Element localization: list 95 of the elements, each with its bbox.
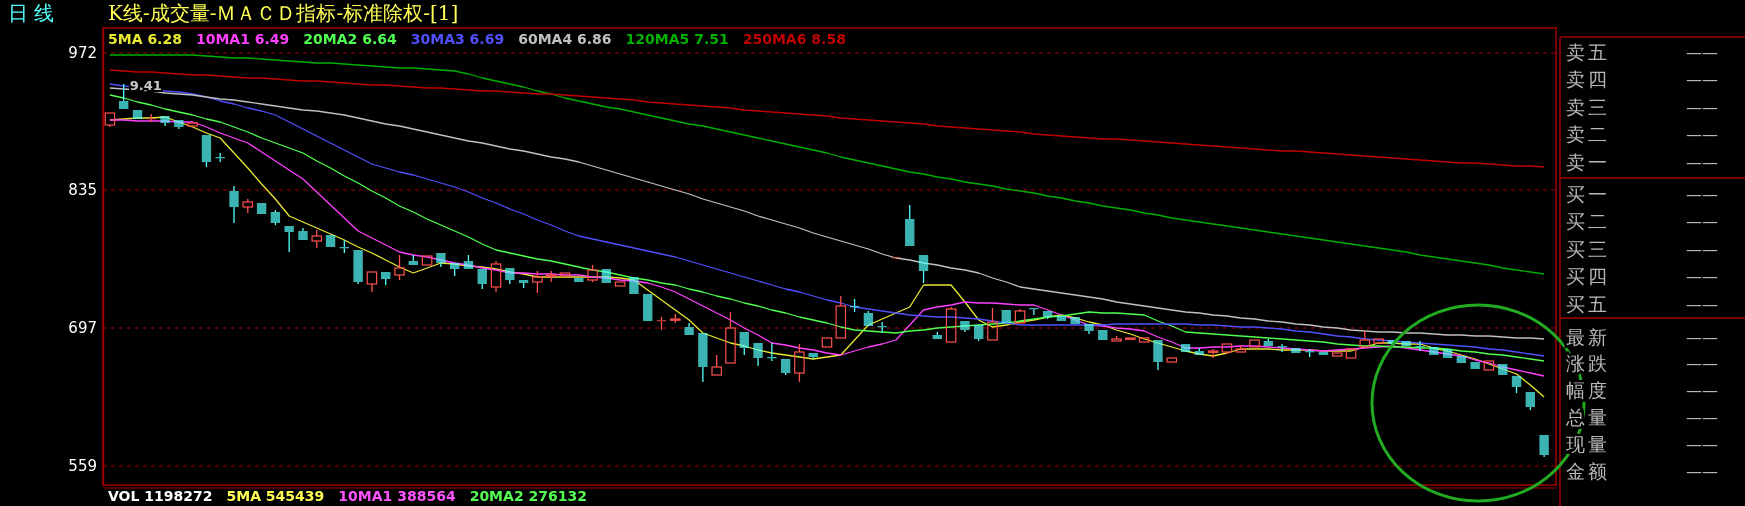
- candlestick: [684, 322, 694, 335]
- text: 买五: [1566, 292, 1610, 315]
- candlestick: [421, 255, 433, 266]
- candlestick: [1318, 352, 1329, 355]
- candlestick: [1331, 352, 1343, 357]
- text: ——: [1686, 70, 1718, 89]
- candlestick: [601, 269, 612, 283]
- text: 最新: [1566, 325, 1610, 348]
- candlestick: [1498, 364, 1508, 375]
- y-tick-label: 559: [68, 457, 97, 476]
- text: 120MA5 7.51: [625, 31, 729, 47]
- candlestick: [325, 235, 336, 247]
- candlestick: [753, 343, 763, 367]
- y-tick-label: 972: [68, 44, 97, 63]
- text: 卖五: [1566, 40, 1610, 63]
- candlestick: [1345, 348, 1357, 359]
- candlestick: [559, 272, 571, 277]
- text: ——: [1686, 152, 1718, 172]
- candlestick: [629, 277, 639, 294]
- candlestick: [366, 271, 378, 293]
- candlestick: [490, 260, 502, 293]
- text: 60MA4 6.86: [518, 31, 612, 47]
- candlestick: [1483, 360, 1495, 371]
- text: 买二: [1566, 210, 1610, 232]
- y-tick-label: 835: [68, 181, 97, 200]
- candlestick: [353, 250, 363, 285]
- text: VOL 1198272: [108, 488, 213, 504]
- candlestick: [187, 122, 198, 127]
- text: ——: [1686, 434, 1718, 454]
- text: 10MA1 388564: [338, 488, 456, 504]
- line-series: [109, 69, 1545, 168]
- candlestick: [1084, 324, 1094, 335]
- candlestick: [614, 281, 626, 287]
- candlestick: [1429, 347, 1439, 355]
- candlestick: [960, 321, 970, 333]
- candlestick: [436, 253, 446, 268]
- candlestick: [1291, 348, 1301, 353]
- candlestick: [160, 116, 170, 127]
- candlestick: [1166, 357, 1178, 363]
- text: ——: [1686, 461, 1718, 481]
- candlestick: [698, 333, 708, 383]
- text: ——: [1686, 184, 1718, 204]
- candlestick: [1249, 339, 1260, 348]
- text: 10MA1 6.49: [195, 31, 290, 47]
- text: ——: [1686, 407, 1718, 427]
- text: 卖一: [1566, 150, 1610, 173]
- text: ——: [1686, 239, 1718, 259]
- candlestick: [1153, 340, 1163, 371]
- candlestick: [1180, 344, 1191, 352]
- candlestick: [1138, 337, 1150, 343]
- candlestick: [1456, 356, 1467, 363]
- text: ——: [1686, 42, 1718, 62]
- candlestick: [256, 203, 267, 214]
- candlestick: [1470, 362, 1480, 369]
- text: 20MA2 276132: [469, 488, 587, 504]
- candlestick: [284, 226, 294, 253]
- text: 卖四: [1566, 68, 1610, 90]
- text: ——: [1686, 212, 1718, 231]
- candlestick: [1539, 435, 1549, 458]
- candlestick: [1373, 338, 1384, 344]
- text: ——: [1686, 354, 1718, 374]
- chart-subtitle: 日 线: [8, 1, 55, 25]
- text: 金额: [1566, 459, 1610, 482]
- text: 20MA2 6.64: [303, 31, 398, 47]
- text: 买四: [1566, 265, 1610, 287]
- candlestick: [1401, 341, 1411, 346]
- candlestick: [132, 110, 143, 119]
- line-series: [109, 54, 1545, 275]
- candlestick: [1001, 310, 1011, 323]
- candlestick: [821, 337, 833, 348]
- text: 买三: [1566, 237, 1610, 260]
- text: ——: [1686, 125, 1718, 144]
- candlestick: [574, 278, 584, 282]
- text: 5MA 545439: [226, 488, 325, 504]
- text: 卖二: [1566, 123, 1610, 145]
- text: ——: [1686, 294, 1718, 314]
- text: 30MA3 6.69: [410, 31, 505, 47]
- candlestick: [1070, 317, 1080, 324]
- candlestick: [1125, 337, 1136, 340]
- text: ——: [1686, 381, 1718, 401]
- candlestick: [1056, 316, 1067, 321]
- text: ——: [1686, 97, 1718, 117]
- candlestick: [643, 294, 653, 321]
- text: 5MA 6.28: [108, 31, 182, 47]
- text: 买一: [1566, 182, 1610, 205]
- candlestick: [1098, 330, 1108, 340]
- text: ——: [1686, 327, 1718, 347]
- text: 250MA6 8.58: [742, 31, 846, 47]
- candlestick: [298, 227, 308, 240]
- text: ——: [1686, 267, 1718, 286]
- candlestick: [1442, 349, 1453, 358]
- candlestick: [229, 185, 239, 224]
- text: 卖三: [1566, 95, 1610, 118]
- chart-title: K线-成交量-ＭＡＣＤ指标-标准除权-[1]: [108, 1, 459, 25]
- y-tick-label: 697: [68, 319, 97, 338]
